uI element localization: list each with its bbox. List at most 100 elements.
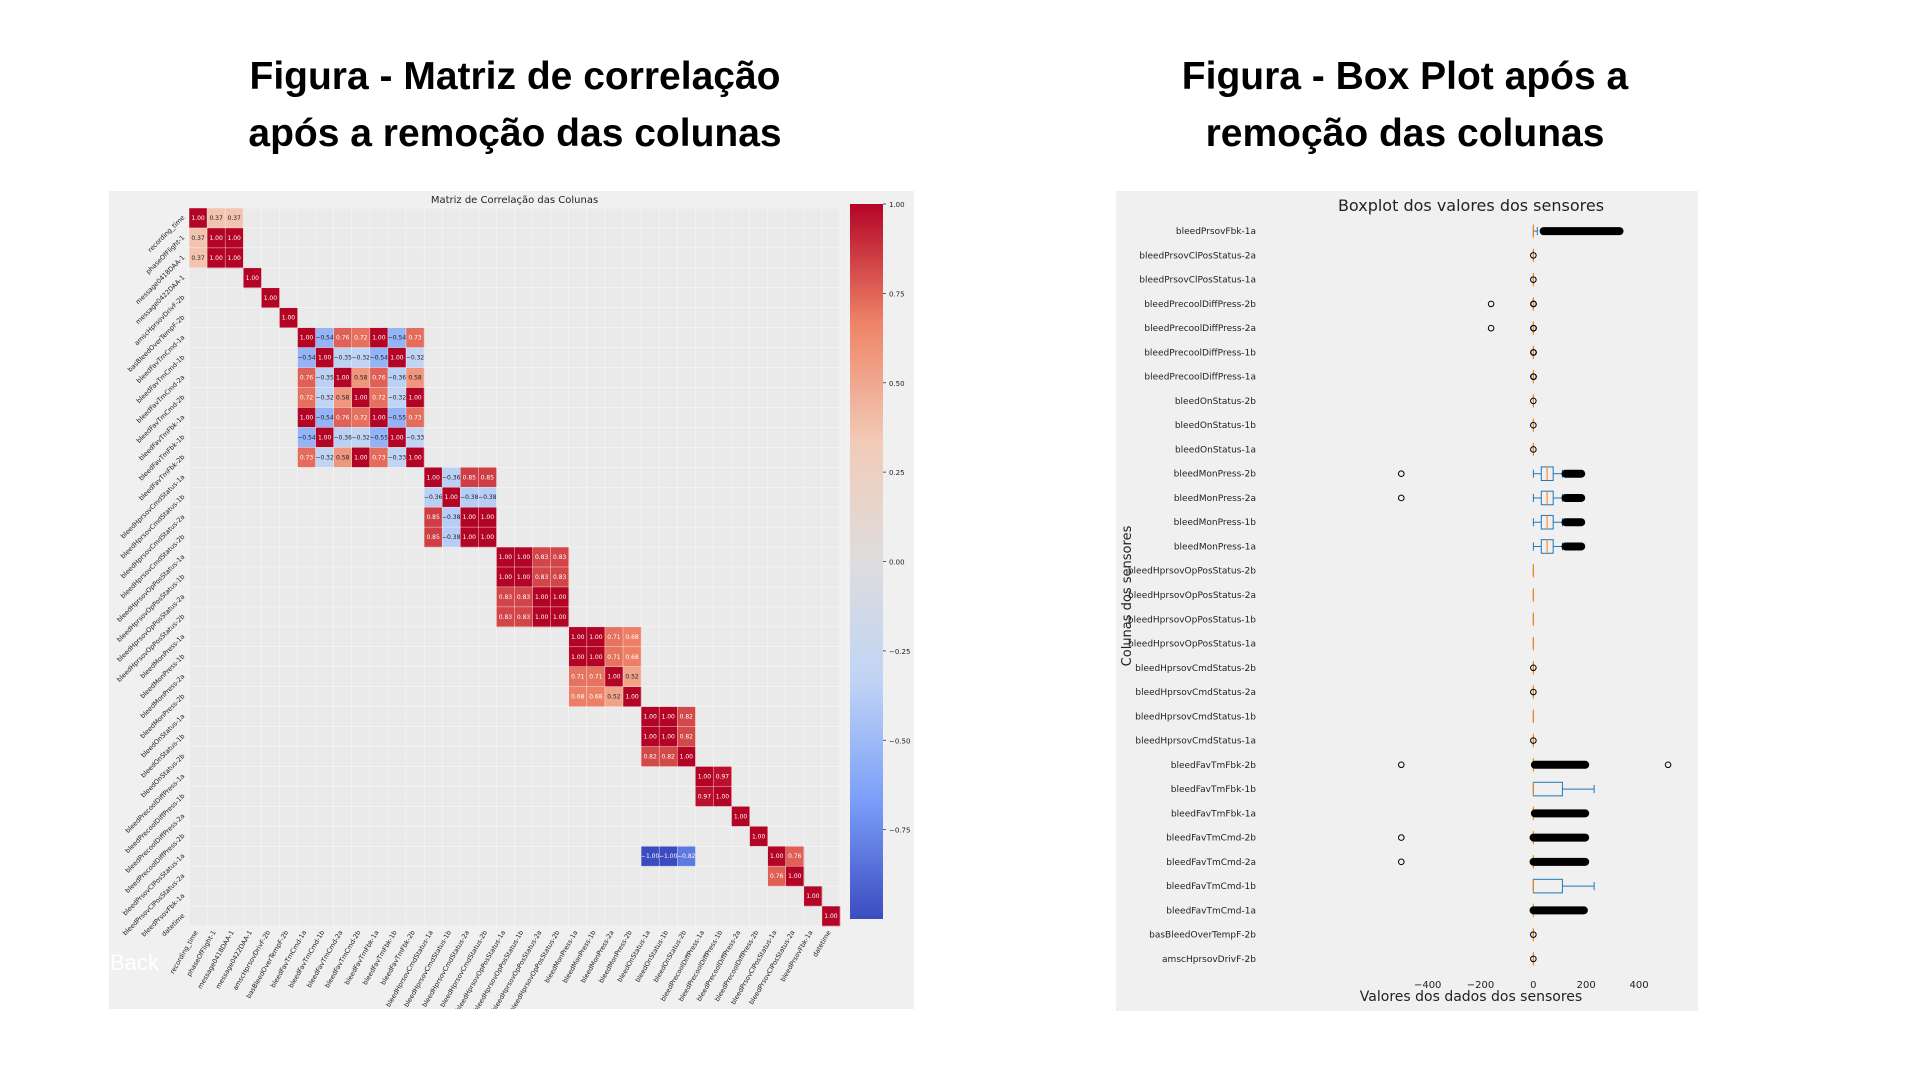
heatmap-cell-label: −0.32 bbox=[315, 394, 334, 401]
box-group bbox=[1530, 418, 1537, 432]
heatmap-cell bbox=[623, 626, 642, 648]
heatmap-cell-label: 0.76 bbox=[788, 853, 802, 860]
heatmap-cell bbox=[261, 287, 280, 309]
box-outlier-band bbox=[1561, 542, 1586, 551]
boxplot-category-label: bleedHprsovOpPosStatus-1a bbox=[1128, 640, 1256, 650]
boxplot-category-label: bleedPrecoolDiffPress-2b bbox=[1144, 300, 1256, 310]
heatmap-cell-label: 1.00 bbox=[553, 614, 567, 621]
heatmap-cell-label: 0.85 bbox=[426, 514, 440, 521]
heatmap-cell bbox=[478, 487, 497, 508]
heatmap-cell-label: 0.83 bbox=[553, 554, 567, 561]
colorbar-tick-label: 0.25 bbox=[889, 469, 905, 477]
heatmap-cell-label: 0.73 bbox=[408, 414, 422, 421]
heatmap-cell-label: 0.73 bbox=[300, 454, 314, 461]
boxplot-category-label: bleedHprsovOpPosStatus-2a bbox=[1128, 591, 1256, 601]
heatmap-cell bbox=[713, 786, 732, 807]
heatmap-cell bbox=[514, 547, 533, 568]
heatmap-cell bbox=[442, 487, 461, 508]
heatmap-cell-label: 1.00 bbox=[228, 255, 242, 262]
heatmap-cell-label: 1.00 bbox=[607, 674, 621, 681]
heatmap-cell-label: 1.00 bbox=[354, 394, 368, 401]
box-outlier-band bbox=[1561, 518, 1586, 527]
boxplot-xtick-label: −200 bbox=[1467, 980, 1494, 991]
boxplot-category-label: bleedFavTmFbk-1b bbox=[1171, 785, 1257, 795]
heatmap-cell bbox=[333, 367, 353, 388]
heatmap-cell bbox=[189, 227, 208, 249]
boxplot-category-label: bleedPrsovClPosStatus-2a bbox=[1139, 251, 1256, 261]
heatmap-cell-label: −0.54 bbox=[297, 355, 316, 362]
heatmap-cell bbox=[424, 487, 443, 508]
heatmap-cell-label: 1.00 bbox=[788, 873, 802, 880]
heatmap-cell bbox=[387, 407, 407, 428]
box-outlier bbox=[1397, 834, 1405, 841]
heatmap-cell-label: 0.76 bbox=[770, 873, 784, 880]
heatmap-cell bbox=[767, 846, 787, 867]
heatmap-cell-label: 0.52 bbox=[625, 674, 639, 681]
boxplot-category-label: basBleedOverTempF-2b bbox=[1149, 931, 1256, 941]
heatmap-cell bbox=[749, 826, 768, 847]
heatmap-cell-label: 0.82 bbox=[680, 714, 694, 721]
heatmap-cell-label: 1.00 bbox=[246, 275, 260, 282]
heatmap-cell-label: −0.32 bbox=[352, 434, 371, 441]
heatmap-cell bbox=[623, 686, 642, 707]
boxplot-xtick-label: 400 bbox=[1629, 980, 1648, 991]
boxplot-category-label: bleedMonPress-2b bbox=[1174, 470, 1257, 480]
heatmap-cell bbox=[315, 327, 334, 348]
heatmap-cell bbox=[315, 347, 334, 368]
heatmap-cell-label: 0.52 bbox=[607, 694, 621, 701]
heatmap-cell bbox=[641, 746, 660, 767]
heatmap-cell bbox=[460, 487, 479, 508]
box-outlier bbox=[1530, 324, 1537, 332]
heatmap-cell bbox=[532, 547, 551, 568]
heatmap-cell bbox=[568, 686, 588, 707]
box-outlier-band bbox=[1529, 833, 1590, 842]
heatmap-cell-label: 0.83 bbox=[535, 574, 549, 581]
heatmap-cell-label: −0.54 bbox=[297, 434, 316, 441]
heatmap-cell-label: 0.82 bbox=[662, 753, 676, 760]
boxplot-xlabel: Valores dos dados dos sensores bbox=[1360, 989, 1582, 1005]
boxplot-panel: Boxplot dos valores dos sensores Valores … bbox=[1116, 191, 1698, 1011]
heatmap-cell bbox=[387, 447, 407, 468]
heatmap-cell-label: 1.00 bbox=[752, 833, 766, 840]
heatmap-cell bbox=[369, 427, 389, 448]
heatmap-cell bbox=[369, 387, 389, 408]
heatmap-cell-label: 0.83 bbox=[499, 594, 513, 601]
heatmap-cell-label: 0.72 bbox=[354, 414, 368, 421]
heatmap-cell bbox=[604, 686, 624, 707]
heatmap-cell-label: 1.00 bbox=[300, 335, 314, 342]
heatmap-cell-label: 1.00 bbox=[408, 394, 422, 401]
heatmap-cell-label: −0.36 bbox=[424, 494, 443, 501]
heatmap-cell bbox=[785, 866, 805, 887]
heatmap-cell bbox=[297, 447, 316, 468]
back-label[interactable]: Back bbox=[110, 950, 159, 975]
heatmap-cell bbox=[369, 447, 389, 468]
box-group bbox=[1530, 248, 1537, 263]
heatmap-cell bbox=[767, 866, 787, 887]
heatmap-cell-label: −0.35 bbox=[334, 355, 353, 362]
heatmap-cell-label: 1.00 bbox=[264, 295, 278, 302]
boxplot-category-label: bleedMonPress-1a bbox=[1174, 542, 1256, 552]
heatmap-cell-label: 1.00 bbox=[571, 654, 585, 661]
heatmap-cell-label: 1.00 bbox=[553, 594, 567, 601]
heatmap-cell bbox=[351, 427, 371, 448]
heatmap-cell bbox=[604, 666, 624, 687]
heatmap-cell-label: 0.83 bbox=[553, 574, 567, 581]
heatmap-cell bbox=[623, 646, 642, 668]
heatmap-cell-label: 0.73 bbox=[372, 454, 386, 461]
heatmap-cell-label: 1.00 bbox=[571, 634, 585, 641]
heatmap-cell-label: 0.83 bbox=[535, 554, 549, 561]
box-outlier bbox=[1530, 737, 1537, 744]
heatmap-cell bbox=[623, 666, 642, 687]
heatmap-cell bbox=[333, 447, 353, 468]
heatmap-cell bbox=[460, 527, 479, 548]
heatmap-cell bbox=[641, 726, 660, 747]
heatmap-cell bbox=[387, 387, 407, 408]
colorbar-tick-label: 0.75 bbox=[889, 290, 905, 298]
box-outlier-band bbox=[1539, 227, 1624, 236]
heatmap-cell-label: 1.00 bbox=[354, 454, 368, 461]
box-outlier bbox=[1487, 300, 1495, 308]
heatmap-cell bbox=[297, 347, 316, 368]
correlation-heatmap: Matriz de Correlação das Colunas 1.00 0.37… bbox=[115, 195, 910, 1013]
heatmap-cell-label: 0.58 bbox=[336, 454, 350, 461]
box-group bbox=[1532, 224, 1624, 238]
